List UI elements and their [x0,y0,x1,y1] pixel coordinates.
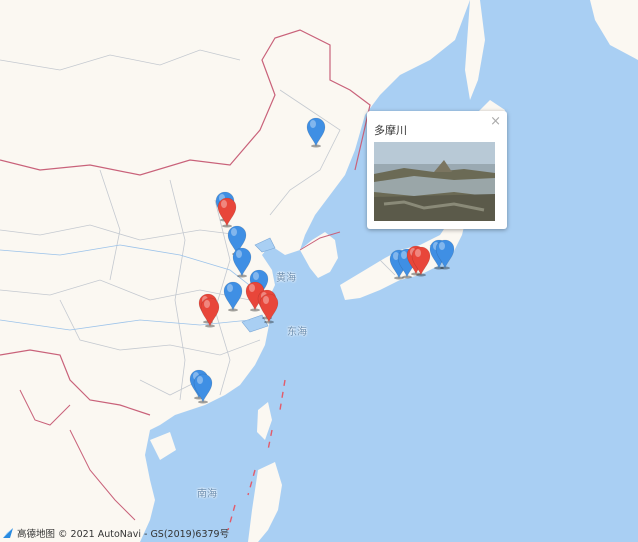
copyright-text: © 2021 AutoNavi - GS(2019)6379号 [58,529,230,540]
south-sea-label: 南海 [197,489,217,500]
red-map-marker[interactable] [199,296,221,328]
amap-logo-text: 高德地图 [17,529,56,540]
blue-map-marker[interactable] [192,372,214,404]
red-map-marker[interactable] [216,196,238,228]
info-popup: 多摩川 × [367,111,507,229]
popup-title: 多摩川 [374,124,407,137]
yellow-sea-label: 黄海 [276,273,296,284]
map-attribution[interactable]: 高德地图 © 2021 AutoNavi - GS(2019)6379号 [2,526,229,540]
blue-map-marker[interactable] [305,116,327,148]
amap-logo-icon [2,527,14,539]
blue-map-marker[interactable] [434,238,456,270]
river-photo [374,142,495,221]
close-icon[interactable]: × [490,114,501,129]
blue-map-marker[interactable] [231,246,253,278]
red-map-marker[interactable] [244,280,266,312]
red-map-marker[interactable] [410,245,432,277]
east-sea-label: 东海 [287,327,307,338]
red-map-marker[interactable] [258,292,280,324]
blue-map-marker[interactable] [222,280,244,312]
